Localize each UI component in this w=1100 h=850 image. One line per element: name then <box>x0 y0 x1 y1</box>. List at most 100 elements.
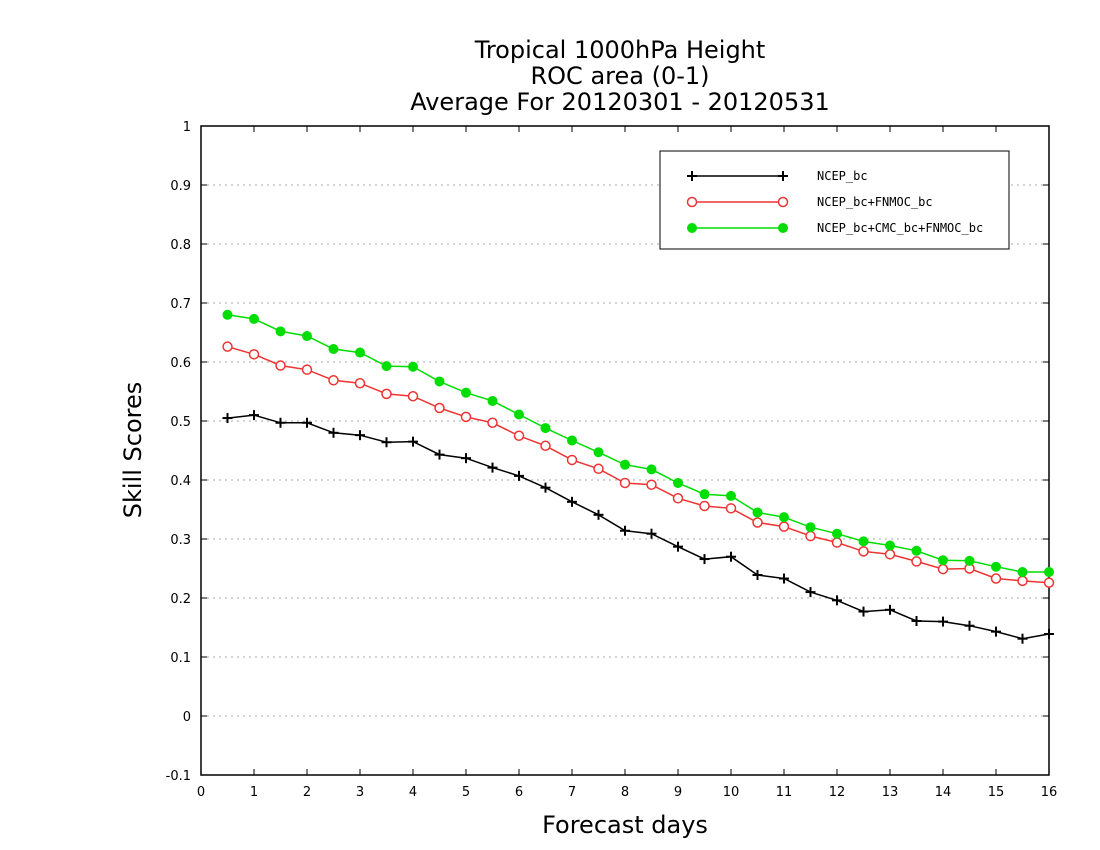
data-point-1-16 <box>646 479 657 490</box>
data-point-2-17 <box>673 477 683 488</box>
data-point-0-7 <box>408 436 418 447</box>
legend-entry-0: NCEP_bc <box>687 169 868 183</box>
data-point-0-17 <box>673 541 683 552</box>
data-point-1-5 <box>354 377 366 389</box>
y-tick-label-2: 0.1 <box>170 651 191 666</box>
x-tick-label-10: 10 <box>723 785 740 800</box>
data-point-0-24 <box>858 606 869 617</box>
x-tick-label-8: 8 <box>621 785 629 800</box>
data-point-2-15 <box>620 459 630 470</box>
legend-entry-1: NCEP_bc+FNMOC_bc <box>686 195 933 209</box>
y-tick-label-8: 0.7 <box>170 297 191 312</box>
data-point-2-26 <box>911 545 922 556</box>
data-point-1-2 <box>275 360 286 371</box>
data-point-0-2 <box>275 417 286 428</box>
data-point-1-21 <box>778 521 790 532</box>
data-point-0-13 <box>567 496 577 507</box>
data-point-2-18 <box>699 489 710 500</box>
legend-label-1: NCEP_bc+FNMOC_bc <box>817 195 933 209</box>
x-tick-label-6: 6 <box>515 785 523 800</box>
series-0 <box>222 410 1054 644</box>
data-point-0-29 <box>991 626 1001 637</box>
data-point-1-6 <box>381 388 392 400</box>
x-tick-label-4: 4 <box>409 785 417 800</box>
data-point-2-21 <box>779 512 789 523</box>
data-point-1-4 <box>328 375 339 386</box>
data-point-0-9 <box>461 453 471 464</box>
data-point-0-4 <box>328 427 339 438</box>
data-point-2-25 <box>885 540 895 551</box>
data-point-1-19 <box>725 503 737 514</box>
series-layer <box>222 309 1055 644</box>
data-point-1-26 <box>911 556 922 567</box>
data-point-0-20 <box>752 569 763 580</box>
y-tick-label-10: 0.9 <box>170 179 191 194</box>
data-point-1-10 <box>487 417 498 429</box>
data-point-1-14 <box>593 463 604 475</box>
x-tick-label-11: 11 <box>776 785 793 800</box>
data-point-2-7 <box>408 361 418 372</box>
title-line-3: Average For 20120301 - 20120531 <box>410 88 830 116</box>
x-tick-label-13: 13 <box>882 785 899 800</box>
data-point-0-16 <box>646 528 657 539</box>
data-point-1-7 <box>407 390 419 402</box>
data-point-1-15 <box>619 477 631 489</box>
data-point-2-0 <box>222 309 233 320</box>
data-point-0-3 <box>302 417 312 428</box>
legend-label-2: NCEP_bc+CMC_bc+FNMOC_bc <box>817 221 983 235</box>
title-line-1: Tropical 1000hPa Height <box>474 36 766 64</box>
title-line-2: ROC area (0-1) <box>530 62 709 90</box>
data-point-1-25 <box>884 549 896 560</box>
data-point-2-6 <box>381 361 392 372</box>
x-tick-label-7: 7 <box>568 785 576 800</box>
data-point-2-1 <box>249 313 259 324</box>
data-point-1-31 <box>1043 577 1055 588</box>
y-tick-label-1: 0 <box>183 710 191 725</box>
series-2 <box>222 309 1054 578</box>
series-line-2 <box>227 314 1049 573</box>
data-point-2-20 <box>752 507 763 518</box>
y-axis: -0.1 0 0.1 0.2 0.3 0.4 0.5 0.6 0.7 0.8 0.9 1 <box>166 120 1049 784</box>
data-point-2-14 <box>593 447 604 458</box>
data-point-0-5 <box>355 430 365 441</box>
grid-lines <box>201 184 1049 717</box>
data-point-0-10 <box>487 462 498 473</box>
data-point-1-29 <box>990 573 1002 584</box>
y-tick-label-11: 1 <box>183 120 191 135</box>
x-tick-label-16: 16 <box>1041 785 1058 800</box>
data-point-0-15 <box>620 525 630 536</box>
legend-marker-left-0 <box>687 171 697 181</box>
legend: NCEP_bc NCEP_bc+FNMOC_bc NCEP_bc+CMC_bc+FN… <box>659 150 1010 250</box>
x-axis: 0 1 2 3 4 5 6 7 8 9 10 11 12 13 14 15 16 <box>197 126 1057 800</box>
x-axis-label: Forecast days <box>542 811 708 839</box>
data-point-1-8 <box>434 402 445 414</box>
series-1 <box>222 341 1055 588</box>
legend-marker-right-2 <box>778 223 788 233</box>
data-point-2-24 <box>858 536 869 547</box>
y-tick-label-9: 0.8 <box>170 238 191 253</box>
data-point-1-0 <box>222 341 233 352</box>
x-tick-label-5: 5 <box>462 785 470 800</box>
data-point-0-14 <box>593 509 604 520</box>
legend-marker-left-1 <box>686 196 698 208</box>
data-point-1-3 <box>301 364 313 375</box>
data-point-0-25 <box>885 604 895 615</box>
data-point-1-22 <box>805 530 816 542</box>
x-tick-label-1: 1 <box>250 785 258 800</box>
data-point-1-18 <box>699 500 710 512</box>
y-axis-label: Skill Scores <box>119 382 147 519</box>
legend-box <box>659 150 1010 250</box>
data-point-2-19 <box>726 490 736 501</box>
data-point-2-29 <box>991 561 1001 572</box>
data-point-0-6 <box>381 437 392 448</box>
y-tick-label-4: 0.3 <box>170 533 191 548</box>
legend-marker-right-1 <box>777 196 789 208</box>
data-point-2-27 <box>938 555 948 566</box>
data-point-1-11 <box>513 430 525 441</box>
y-tick-label-5: 0.4 <box>170 474 191 489</box>
data-point-2-11 <box>514 409 524 420</box>
y-tick-label-6: 0.5 <box>170 415 191 430</box>
data-point-2-8 <box>434 376 445 387</box>
y-tick-label-7: 0.6 <box>170 356 191 371</box>
x-tick-label-3: 3 <box>356 785 364 800</box>
